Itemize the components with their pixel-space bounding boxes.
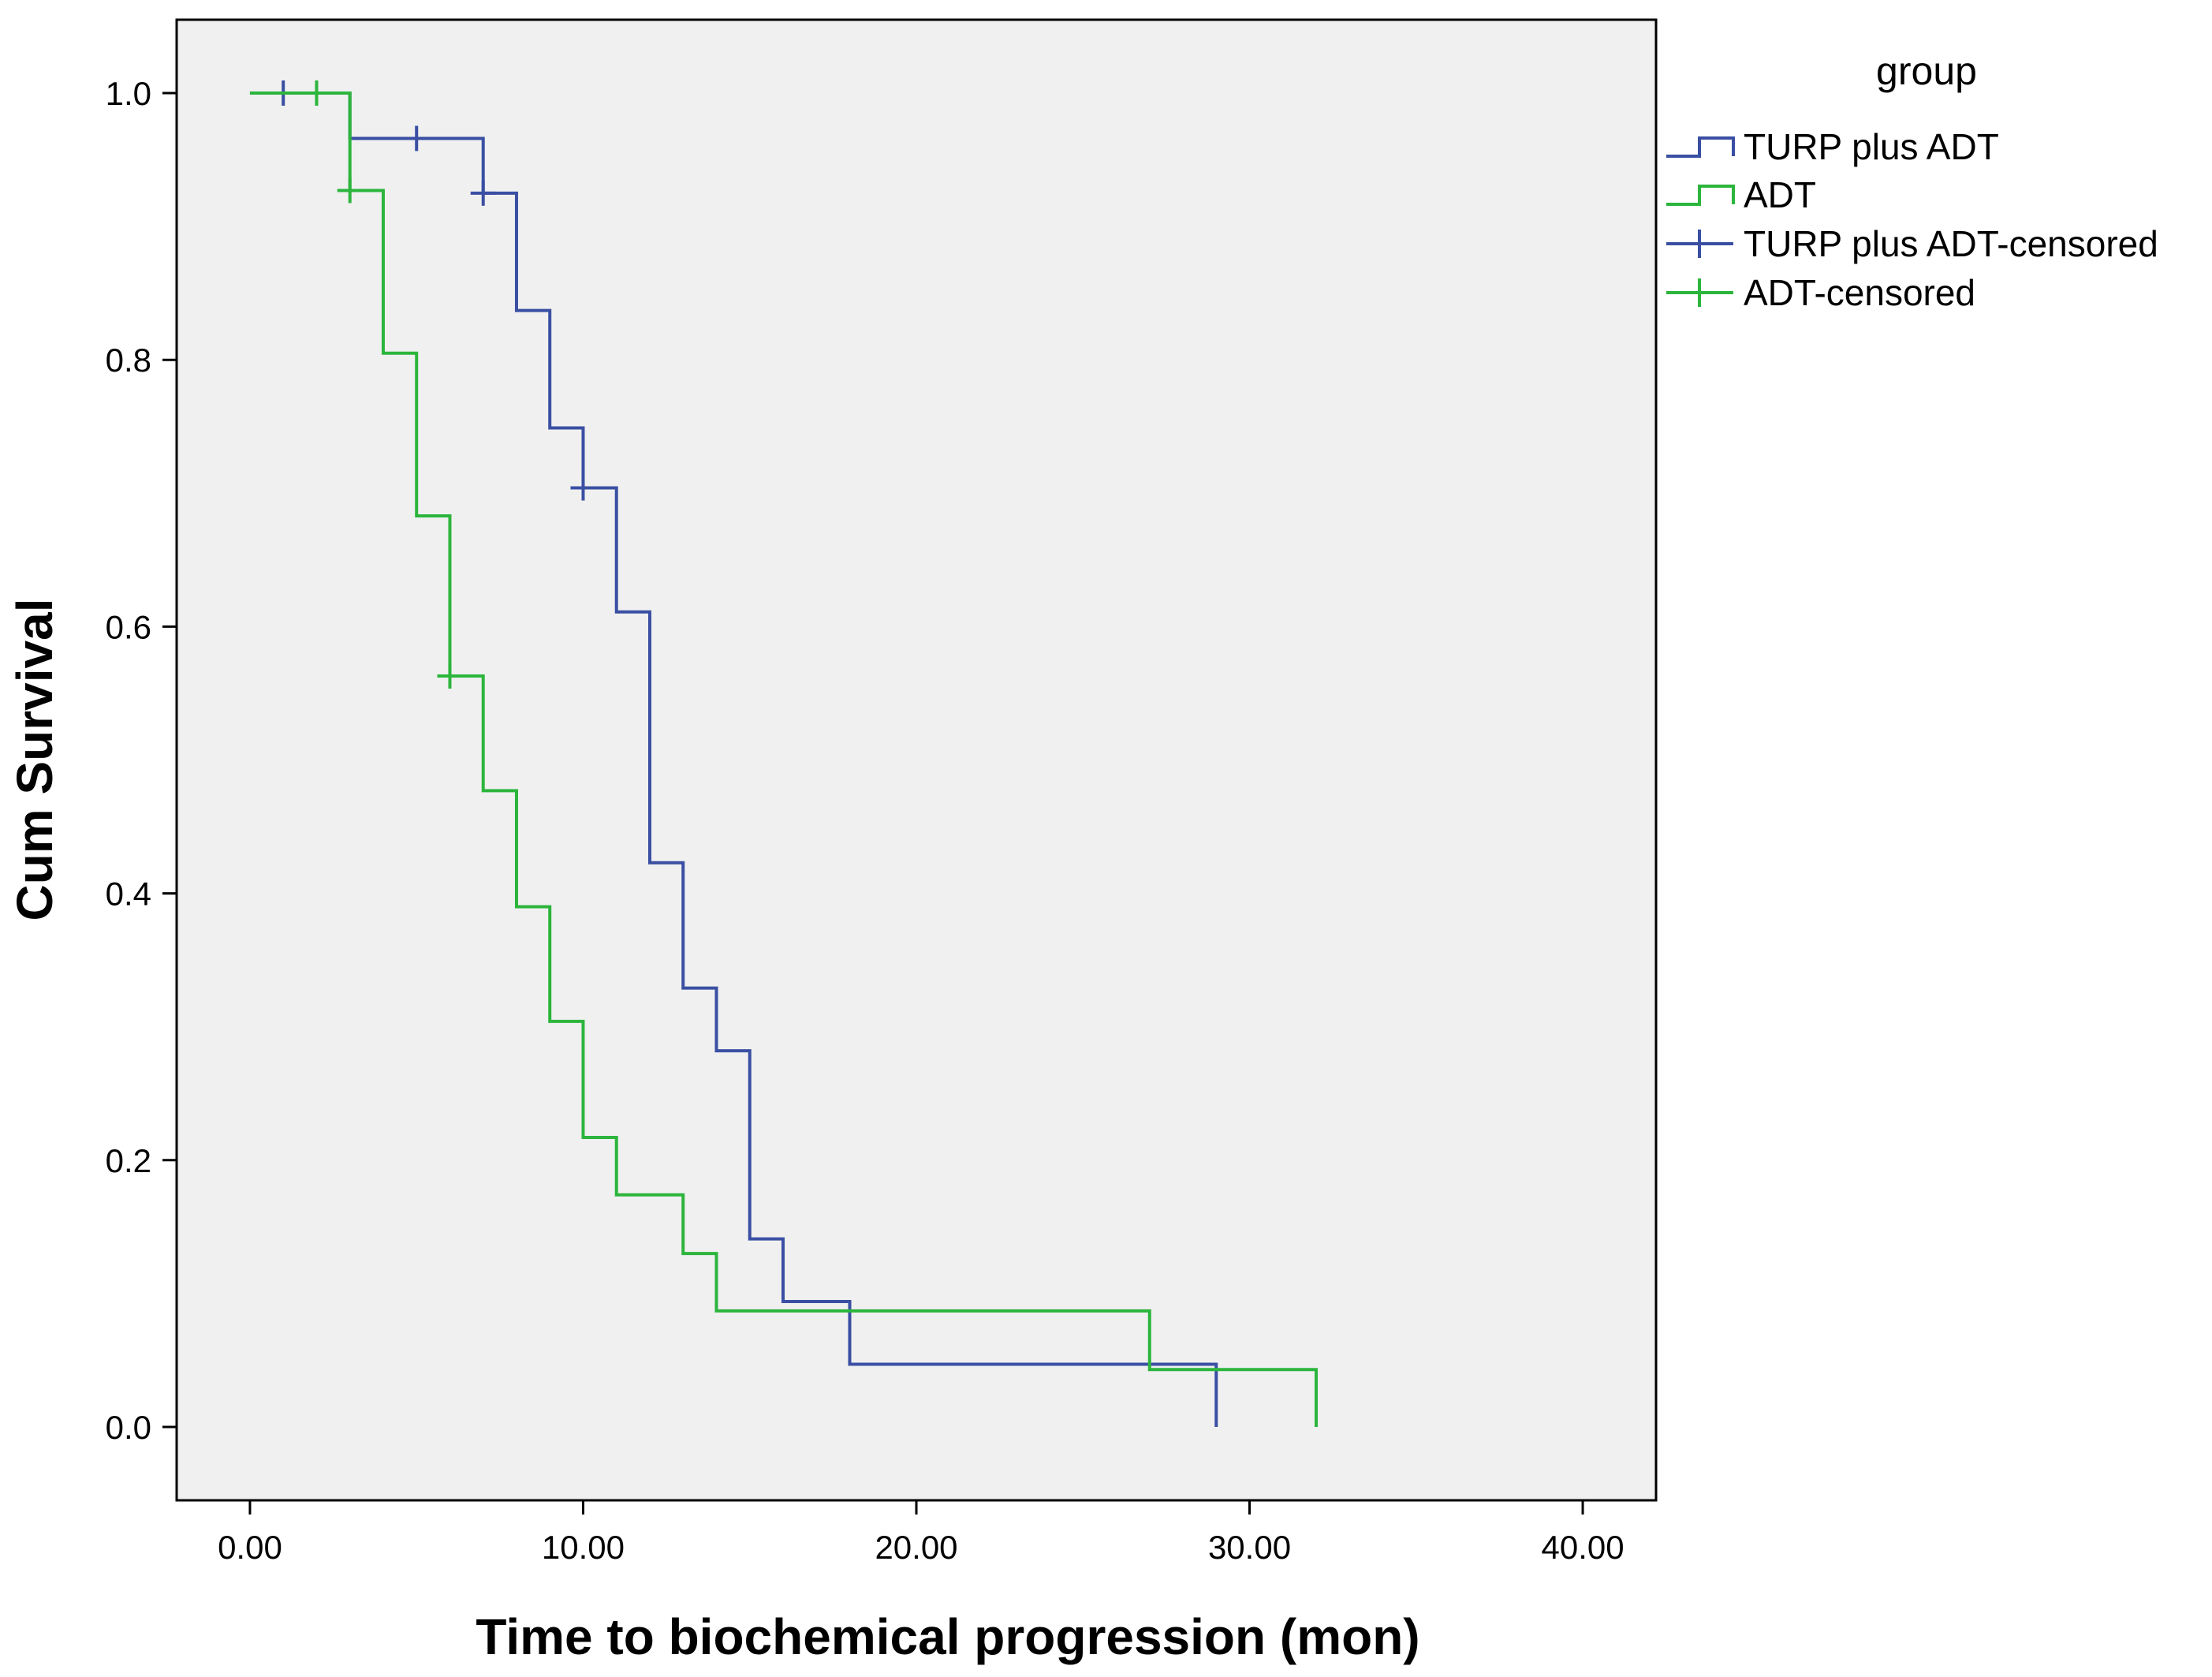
y-axis-title: Cum Survival — [6, 598, 63, 921]
x-axis-title: Time to biochemical progression (mon) — [476, 1608, 1419, 1665]
series-layer — [249, 80, 1319, 1427]
y-tick-label: 0.4 — [106, 876, 151, 913]
legend-step-symbol — [1666, 185, 1735, 206]
x-axis: 0.00 10.00 20.00 30.00 40.00 — [218, 1500, 1624, 1566]
y-tick-label: 1.0 — [106, 75, 151, 112]
y-tick-label: 0.8 — [106, 342, 151, 379]
legend-cross-symbol — [1666, 278, 1733, 307]
legend-entry: TURP plus ADT-censored — [1666, 223, 2158, 264]
censor-mark — [437, 663, 463, 689]
censor-mark — [304, 80, 330, 106]
y-axis: 0.0 0.2 0.4 0.6 0.8 1.0 — [106, 75, 177, 1446]
y-tick-label: 0.0 — [106, 1409, 151, 1446]
y-tick-label: 0.6 — [106, 608, 151, 645]
legend-entry: TURP plus ADT — [1666, 126, 1999, 167]
legend-label: TURP plus ADT — [1744, 126, 1999, 167]
censor-mark — [470, 180, 496, 206]
legend-label: ADT — [1744, 174, 1816, 215]
legend-entry: ADT-censored — [1666, 272, 1975, 313]
x-tick-label: 10.00 — [542, 1529, 625, 1566]
x-tick-label: 30.00 — [1208, 1529, 1291, 1566]
x-tick-label: 40.00 — [1541, 1529, 1624, 1566]
y-tick-label: 0.2 — [106, 1142, 151, 1179]
legend-cross-symbol — [1666, 230, 1733, 258]
censor-mark — [404, 125, 430, 151]
legend-step-symbol — [1666, 136, 1735, 158]
series-line-adt — [249, 92, 1319, 1427]
legend-label: ADT-censored — [1744, 272, 1975, 313]
x-tick-label: 0.00 — [218, 1529, 282, 1566]
plot-area — [175, 18, 1658, 1502]
censor-mark — [337, 177, 363, 204]
legend-entry: ADT — [1666, 174, 1816, 215]
censor-mark — [570, 475, 596, 501]
legend-label: TURP plus ADT-censored — [1744, 223, 2158, 264]
legend-title: group — [1876, 49, 1977, 93]
x-tick-label: 20.00 — [875, 1529, 957, 1566]
legend: group TURP plus ADT ADT TURP plus ADT-cens… — [1666, 49, 2158, 313]
